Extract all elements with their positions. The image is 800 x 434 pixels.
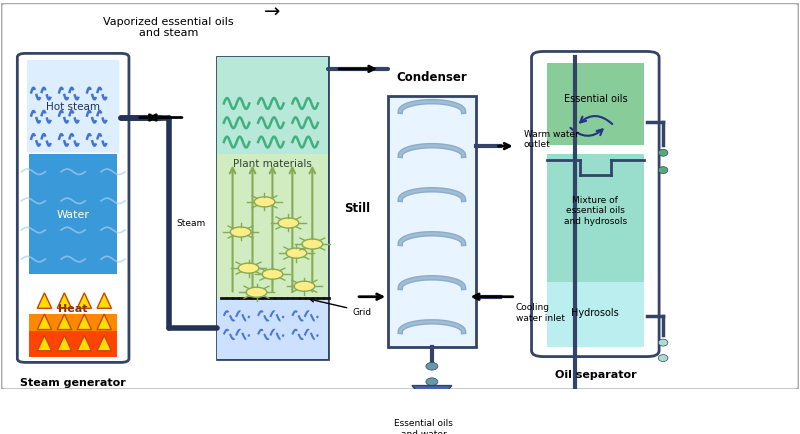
Bar bbox=[217, 299, 328, 358]
Circle shape bbox=[302, 240, 322, 250]
Circle shape bbox=[262, 270, 283, 279]
Polygon shape bbox=[97, 314, 111, 330]
Polygon shape bbox=[412, 386, 452, 401]
Bar bbox=[217, 58, 328, 155]
FancyBboxPatch shape bbox=[2, 4, 798, 390]
FancyBboxPatch shape bbox=[18, 54, 129, 362]
Text: Essential oils
and water: Essential oils and water bbox=[394, 418, 454, 434]
Text: Hydrosols: Hydrosols bbox=[571, 307, 619, 317]
Polygon shape bbox=[77, 293, 91, 309]
Circle shape bbox=[294, 282, 314, 292]
Text: Plant materials: Plant materials bbox=[233, 158, 312, 168]
Circle shape bbox=[246, 288, 267, 298]
Text: Still: Still bbox=[344, 202, 370, 215]
Polygon shape bbox=[38, 335, 52, 351]
Text: Hot steam: Hot steam bbox=[46, 102, 100, 112]
Polygon shape bbox=[97, 293, 111, 309]
Polygon shape bbox=[97, 335, 111, 351]
Text: Cooling
water inlet: Cooling water inlet bbox=[515, 303, 565, 322]
Ellipse shape bbox=[658, 355, 668, 362]
Polygon shape bbox=[57, 314, 71, 330]
Bar bbox=[546, 64, 644, 146]
Bar bbox=[217, 155, 328, 299]
Text: Essential oils: Essential oils bbox=[563, 94, 627, 104]
Text: Steam generator: Steam generator bbox=[20, 377, 126, 387]
Bar bbox=[30, 315, 117, 357]
Polygon shape bbox=[38, 293, 52, 309]
Text: Vaporized essential oils
and steam: Vaporized essential oils and steam bbox=[103, 16, 234, 38]
Ellipse shape bbox=[426, 362, 438, 370]
Text: Grid: Grid bbox=[310, 299, 371, 316]
Text: Condenser: Condenser bbox=[397, 71, 467, 84]
Circle shape bbox=[230, 227, 251, 237]
Circle shape bbox=[238, 263, 259, 273]
Text: Heat: Heat bbox=[58, 303, 88, 313]
Text: Mixture of
essential oils
and hydrosols: Mixture of essential oils and hydrosols bbox=[564, 196, 627, 225]
Text: Oil separator: Oil separator bbox=[554, 369, 636, 379]
Ellipse shape bbox=[658, 150, 668, 157]
Bar bbox=[30, 155, 117, 275]
Bar bbox=[546, 155, 644, 286]
Circle shape bbox=[278, 218, 298, 228]
Ellipse shape bbox=[658, 167, 668, 174]
Circle shape bbox=[286, 249, 306, 259]
Ellipse shape bbox=[426, 378, 438, 386]
Ellipse shape bbox=[658, 339, 668, 346]
Text: Warm water
outlet: Warm water outlet bbox=[523, 129, 578, 149]
Bar bbox=[30, 315, 117, 332]
FancyBboxPatch shape bbox=[27, 61, 119, 153]
Polygon shape bbox=[77, 335, 91, 351]
Bar bbox=[388, 97, 476, 347]
Polygon shape bbox=[38, 314, 52, 330]
FancyBboxPatch shape bbox=[217, 58, 328, 358]
Text: Steam: Steam bbox=[177, 219, 206, 228]
Polygon shape bbox=[57, 335, 71, 351]
Polygon shape bbox=[77, 314, 91, 330]
Bar bbox=[30, 332, 117, 357]
Text: Water: Water bbox=[57, 210, 90, 220]
FancyBboxPatch shape bbox=[531, 53, 659, 357]
Text: →: → bbox=[264, 3, 281, 21]
Bar bbox=[546, 283, 644, 347]
Polygon shape bbox=[57, 293, 71, 309]
Circle shape bbox=[254, 197, 275, 207]
